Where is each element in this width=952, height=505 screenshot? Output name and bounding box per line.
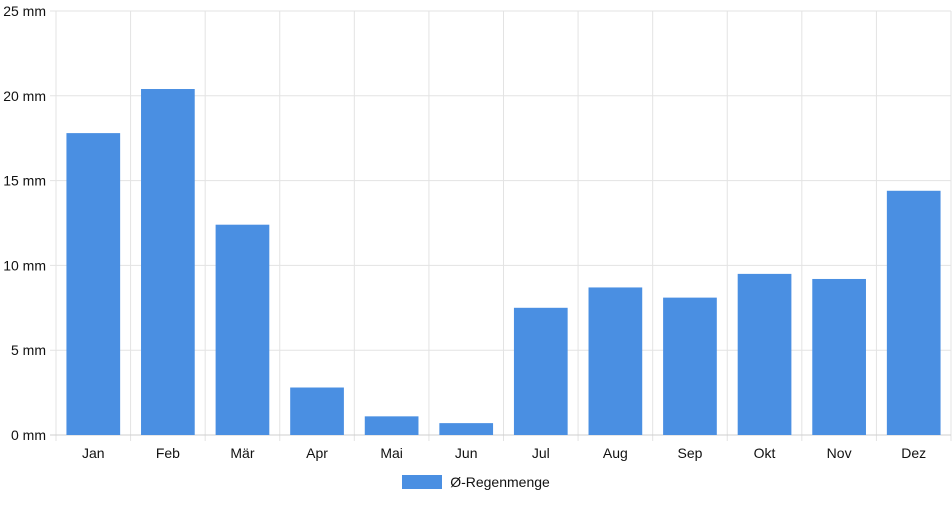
y-tick-label: 5 mm [11,342,46,358]
x-tick-label: Apr [306,445,328,461]
bar-mai [364,416,419,435]
x-tick-label: Dez [901,445,926,461]
bar-okt [737,273,792,435]
bar-sep [663,297,717,435]
grid-layer [50,10,952,441]
x-tick-label: Mär [230,445,254,461]
bar-jun [439,423,494,435]
bar-jan [66,133,121,435]
x-tick-label: Jul [532,445,550,461]
axis-layer: 0 mm 5 mm 10 mm 15 mm 20 mm 25 mm Jan Feb Mär Apr… [3,3,926,461]
x-tick-label: Mai [380,445,403,461]
y-tick-label: 0 mm [11,427,46,443]
bar-nov [812,278,866,435]
bar-jul [513,307,568,435]
x-tick-label: Aug [603,445,628,461]
x-tick-label: Sep [677,445,702,461]
y-tick-label: 15 mm [3,173,46,189]
y-tick-label: 20 mm [3,88,46,104]
x-tick-label: Okt [754,445,776,461]
x-tick-label: Nov [827,445,852,461]
bar-mär [215,224,270,435]
bar-layer [66,89,941,436]
bar-aug [588,287,643,435]
bar-feb [141,89,195,436]
x-tick-label: Jun [455,445,478,461]
x-tick-label: Feb [156,445,180,461]
y-tick-label: 25 mm [3,3,46,19]
bar-dez [886,190,941,435]
x-tick-label: Jan [82,445,105,461]
bar-apr [290,387,344,435]
y-tick-label: 10 mm [3,257,46,273]
